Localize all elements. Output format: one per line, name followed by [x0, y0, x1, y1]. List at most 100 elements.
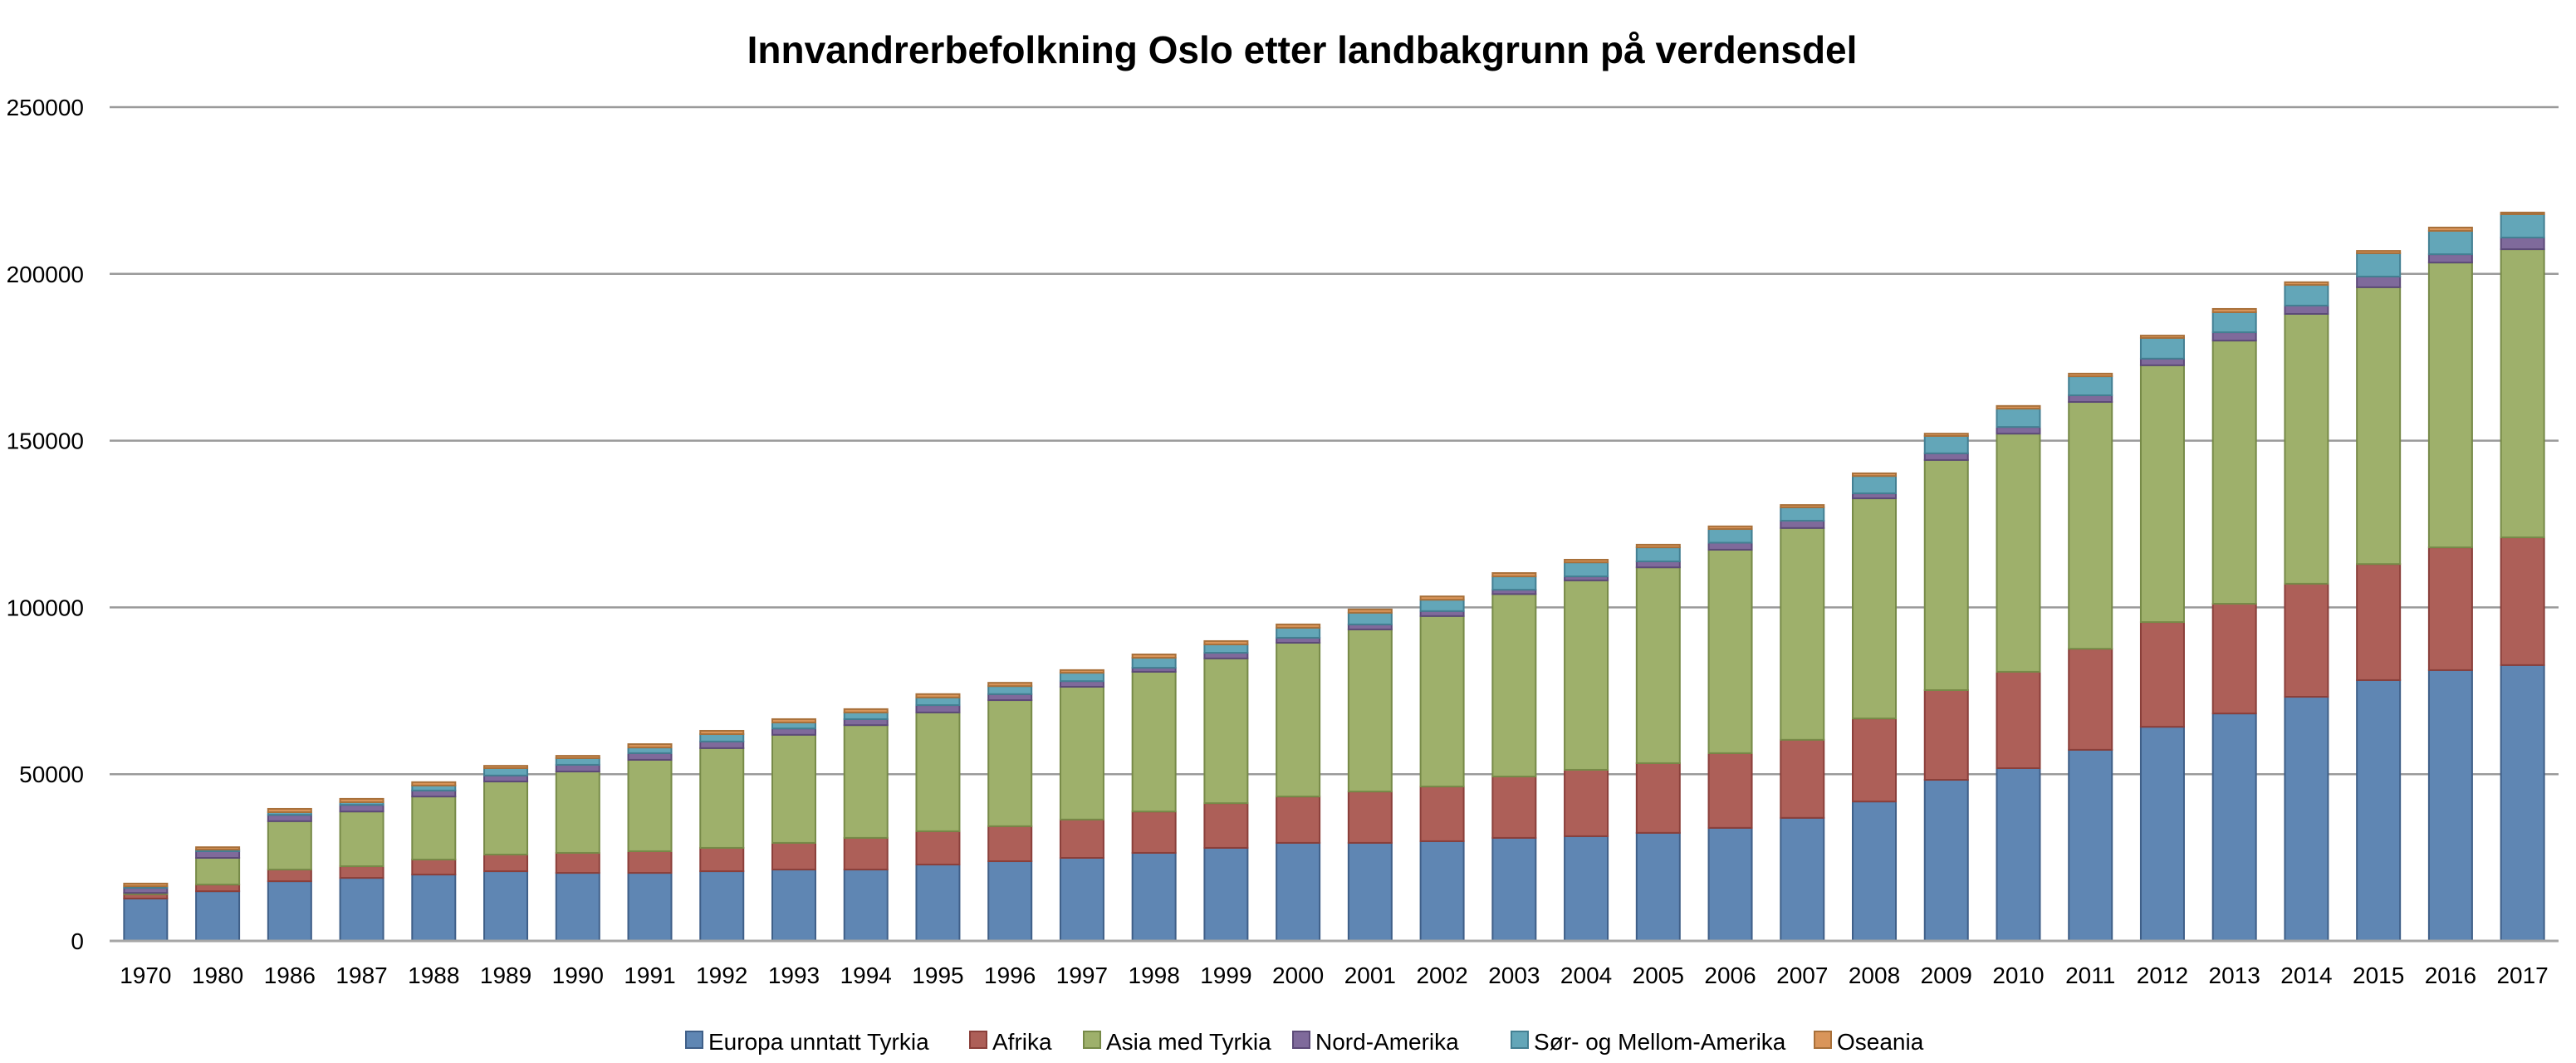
x-tick-label: 1998 — [1129, 963, 1180, 988]
bar-segment-europa-unntatt-tyrkia-1992 — [699, 870, 745, 942]
bar-segment-nord-amerika-2009 — [1923, 452, 1969, 461]
bar-segment-afrika-2002 — [1419, 786, 1465, 842]
bar-segment-afrika-1989 — [483, 853, 529, 873]
bar-segment-europa-unntatt-tyrkia-2006 — [1707, 826, 1753, 942]
bar-segment-oseania-1998 — [1131, 654, 1177, 659]
bar-segment-nord-amerika-2011 — [2068, 394, 2113, 404]
x-axis-ticks: 1970 1980 1986 1987 1988 1989 1990 1991 1992 1993… — [120, 963, 2549, 988]
bar-segment-sør-og-mellom-amerika-1994 — [843, 711, 889, 720]
bar-segment-afrika-2007 — [1780, 738, 1825, 819]
bar-segment-asia-med-tyrkia-1999 — [1203, 657, 1249, 805]
legend: Europa unntatt Tyrkia Afrika Asia med Tyrk… — [685, 1029, 1924, 1055]
bar-stack-1995 — [915, 693, 961, 942]
bar-segment-europa-unntatt-tyrkia-2009 — [1923, 779, 1969, 943]
bar-segment-asia-med-tyrkia-2014 — [2284, 312, 2329, 585]
bar-segment-oseania-2015 — [2356, 250, 2402, 254]
bar-segment-europa-unntatt-tyrkia-2010 — [1996, 767, 2041, 942]
bar-segment-nord-amerika-2007 — [1780, 519, 1825, 529]
bar-segment-asia-med-tyrkia-2017 — [2500, 248, 2545, 539]
bar-segment-oseania-1989 — [483, 765, 529, 769]
bar-segment-afrika-2016 — [2427, 546, 2473, 671]
bar-segment-sør-og-mellom-amerika-2013 — [2211, 311, 2257, 334]
bar-segment-nord-amerika-1989 — [483, 774, 529, 783]
bar-segment-oseania-1995 — [915, 693, 961, 698]
bar-stack-1998 — [1131, 654, 1177, 942]
bar-segment-afrika-1993 — [771, 841, 816, 871]
bar-segment-sør-og-mellom-amerika-2014 — [2284, 284, 2329, 306]
bar-segment-nord-amerika-2015 — [2356, 276, 2402, 288]
bar-segment-oseania-1980 — [195, 846, 241, 850]
bar-segment-oseania-2007 — [1780, 504, 1825, 508]
bar-segment-nord-amerika-1995 — [915, 704, 961, 713]
bar-segment-asia-med-tyrkia-2004 — [1564, 579, 1609, 771]
x-tick-label: 1986 — [264, 963, 316, 988]
bar-segment-afrika-1996 — [987, 825, 1033, 863]
x-tick-label: 2006 — [1704, 963, 1756, 988]
bar-segment-asia-med-tyrkia-1987 — [339, 811, 384, 868]
bar-segment-sør-og-mellom-amerika-2006 — [1707, 528, 1753, 544]
bar-segment-europa-unntatt-tyrkia-1988 — [411, 874, 457, 942]
bar-segment-europa-unntatt-tyrkia-1989 — [483, 870, 529, 942]
bar-segment-nord-amerika-2017 — [2500, 237, 2545, 251]
bar-segment-afrika-1991 — [627, 850, 673, 874]
bar-segment-asia-med-tyrkia-1988 — [411, 796, 457, 861]
y-tick-label: 100000 — [7, 595, 84, 620]
bar-segment-afrika-2003 — [1491, 776, 1537, 839]
legend-item: Sør- og Mellom-Amerika — [1511, 1029, 1786, 1055]
bar-stack-2015 — [2356, 250, 2402, 942]
bar-segment-oseania-2008 — [1852, 472, 1898, 478]
bar-segment-oseania-2013 — [2211, 307, 2257, 313]
x-tick-label: 1989 — [480, 963, 531, 988]
bar-segment-sør-og-mellom-amerika-1997 — [1059, 672, 1104, 683]
bar-segment-afrika-2011 — [2068, 648, 2113, 751]
x-tick-label: 2010 — [1992, 963, 2044, 988]
bar-segment-asia-med-tyrkia-2008 — [1852, 497, 1898, 720]
legend-item: Nord-Amerika — [1292, 1029, 1459, 1055]
bar-segment-afrika-1994 — [843, 836, 889, 871]
bar-segment-asia-med-tyrkia-2010 — [1996, 433, 2041, 673]
bar-segment-nord-amerika-2006 — [1707, 541, 1753, 551]
bar-segment-sør-og-mellom-amerika-1998 — [1131, 657, 1177, 669]
bar-segment-europa-unntatt-tyrkia-2007 — [1780, 816, 1825, 942]
bar-segment-asia-med-tyrkia-1989 — [483, 781, 529, 855]
bar-segment-europa-unntatt-tyrkia-2008 — [1852, 801, 1898, 943]
bar-segment-sør-og-mellom-amerika-1996 — [987, 685, 1033, 695]
x-tick-label: 2002 — [1416, 963, 1467, 988]
bar-segment-oseania-1987 — [339, 797, 384, 803]
bar-segment-sør-og-mellom-amerika-2005 — [1635, 546, 1681, 562]
x-tick-label: 1994 — [840, 963, 892, 988]
bar-stack-1993 — [771, 718, 816, 943]
y-tick-label: 50000 — [19, 762, 84, 787]
x-tick-label: 2004 — [1560, 963, 1612, 988]
bar-stack-1999 — [1203, 639, 1249, 943]
bar-segment-sør-og-mellom-amerika-2008 — [1852, 475, 1898, 495]
bar-segment-nord-amerika-2005 — [1635, 560, 1681, 569]
bar-stack-2010 — [1996, 404, 2041, 942]
bar-segment-nord-amerika-1986 — [267, 814, 312, 822]
bar-segment-europa-unntatt-tyrkia-1991 — [627, 872, 673, 943]
bar-stack-2006 — [1707, 525, 1753, 942]
bar-segment-europa-unntatt-tyrkia-2011 — [2068, 748, 2113, 942]
bar-segment-nord-amerika-1988 — [411, 789, 457, 798]
bar-segment-nord-amerika-1990 — [555, 763, 600, 772]
bar-segment-europa-unntatt-tyrkia-1980 — [195, 890, 241, 943]
bars — [123, 211, 2545, 943]
bar-segment-europa-unntatt-tyrkia-2016 — [2427, 669, 2473, 943]
legend-item: Oseania — [1814, 1029, 1924, 1055]
bar-segment-asia-med-tyrkia-1995 — [915, 711, 961, 832]
bar-segment-oseania-2010 — [1996, 404, 2041, 410]
bar-segment-afrika-2012 — [2139, 621, 2185, 728]
bar-segment-sør-og-mellom-amerika-2004 — [1564, 561, 1609, 578]
bar-segment-afrika-1998 — [1131, 811, 1177, 854]
x-tick-label: 2011 — [2065, 963, 2115, 988]
x-tick-label: 2008 — [1849, 963, 1900, 988]
bar-segment-sør-og-mellom-amerika-2011 — [2068, 375, 2113, 396]
bar-stack-1990 — [555, 755, 600, 943]
bar-stack-2005 — [1635, 543, 1681, 942]
bar-stack-2016 — [2427, 226, 2473, 943]
x-tick-label: 2000 — [1272, 963, 1324, 988]
bar-segment-asia-med-tyrkia-2013 — [2211, 340, 2257, 605]
bar-segment-oseania-1970 — [123, 882, 169, 888]
bar-segment-asia-med-tyrkia-2001 — [1347, 628, 1393, 793]
bar-segment-afrika-1988 — [411, 859, 457, 876]
